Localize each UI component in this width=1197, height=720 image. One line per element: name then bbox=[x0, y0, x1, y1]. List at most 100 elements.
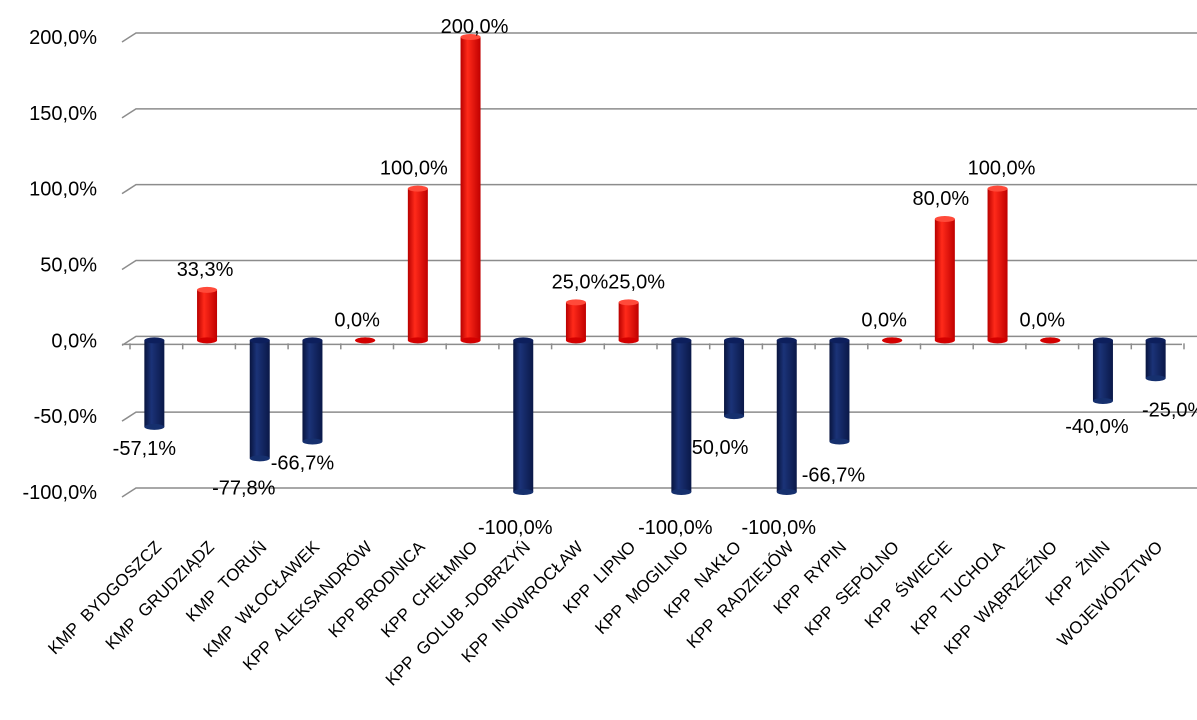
data-label: 50,0% bbox=[692, 437, 749, 459]
gridline bbox=[121, 108, 1197, 119]
bar-cap bbox=[987, 185, 1008, 192]
data-label: -40,0% bbox=[1065, 416, 1129, 438]
gridline bbox=[121, 183, 1197, 195]
bar-body bbox=[724, 340, 745, 417]
bar-body bbox=[513, 340, 534, 492]
y-tick-label: 50,0% bbox=[40, 255, 97, 277]
data-label: -25,0% bbox=[1142, 399, 1197, 421]
x-tick-label: KPP BRODNICA bbox=[325, 537, 430, 642]
bar-base bbox=[618, 337, 639, 344]
y-tick-label: 150,0% bbox=[29, 103, 97, 125]
bar-body bbox=[934, 219, 955, 341]
data-label: -100,0% bbox=[638, 517, 713, 539]
bar bbox=[249, 337, 270, 462]
data-label: -100,0% bbox=[742, 517, 817, 539]
data-label: 33,3% bbox=[177, 259, 234, 281]
bar-body bbox=[829, 340, 850, 442]
bar-base bbox=[144, 337, 165, 344]
bar-base bbox=[407, 337, 428, 344]
bar bbox=[407, 185, 428, 344]
y-tick-label: 200,0% bbox=[29, 27, 97, 49]
bar-base bbox=[671, 337, 692, 344]
bar bbox=[355, 337, 376, 344]
bar-cap bbox=[302, 438, 323, 445]
data-label: 0,0% bbox=[334, 309, 380, 331]
bar-cap bbox=[144, 423, 165, 430]
bars bbox=[144, 34, 1166, 495]
bar-cap bbox=[1092, 398, 1113, 404]
y-tick-label: 100,0% bbox=[29, 179, 97, 201]
bar-body bbox=[987, 188, 1008, 341]
bar-body bbox=[671, 340, 692, 492]
bar-cap bbox=[671, 489, 692, 495]
bar bbox=[829, 337, 850, 445]
bar bbox=[565, 299, 586, 344]
bar-cap bbox=[724, 413, 745, 420]
gridline bbox=[121, 487, 1197, 498]
bar-base bbox=[355, 337, 376, 344]
data-label: -66,7% bbox=[802, 464, 866, 486]
bar-cap bbox=[618, 299, 639, 306]
x-tick-label: KPP CHEŁMNO bbox=[377, 537, 481, 641]
bar-base bbox=[1092, 337, 1113, 344]
bar-body bbox=[776, 340, 797, 492]
data-label: 100,0% bbox=[968, 158, 1036, 180]
data-label: 0,0% bbox=[1019, 309, 1065, 331]
y-tick-label: -100,0% bbox=[23, 482, 98, 504]
bar bbox=[1092, 337, 1113, 404]
gridline bbox=[121, 32, 1197, 43]
data-label: 100,0% bbox=[380, 158, 448, 180]
data-label: 80,0% bbox=[912, 188, 969, 210]
gridline bbox=[121, 259, 1197, 271]
bar bbox=[197, 286, 218, 344]
bar-body bbox=[249, 340, 270, 459]
bar-base bbox=[565, 337, 586, 344]
bar bbox=[1040, 337, 1061, 344]
bar-base bbox=[1145, 337, 1166, 344]
bar-cap bbox=[197, 286, 218, 293]
bar-base bbox=[513, 337, 534, 344]
data-label: -77,8% bbox=[212, 477, 276, 499]
x-tick-label: KPP SĘPÓLNO bbox=[801, 537, 903, 639]
bar-base bbox=[724, 337, 745, 344]
bar-cap bbox=[513, 489, 534, 495]
bar-body bbox=[407, 188, 428, 341]
bar bbox=[776, 337, 797, 495]
bar-base bbox=[829, 337, 850, 344]
bar-base bbox=[934, 337, 955, 344]
bar-cap bbox=[934, 216, 955, 222]
bar-cap bbox=[565, 299, 586, 306]
bar-base bbox=[1040, 337, 1061, 344]
bar-body bbox=[1092, 340, 1113, 401]
data-label: 25,0% bbox=[608, 271, 665, 293]
gridline bbox=[121, 335, 1197, 346]
bar bbox=[1145, 337, 1166, 382]
bar-body bbox=[1145, 340, 1166, 379]
bar-body bbox=[460, 37, 481, 341]
gridline bbox=[121, 411, 1197, 422]
bar bbox=[934, 216, 955, 344]
bar-base bbox=[987, 337, 1008, 344]
bar-body bbox=[144, 340, 165, 427]
x-tick-label: KPP MOGILNO bbox=[591, 537, 692, 638]
y-axis-ticks: 200,0% 150,0% 100,0% 50,0% 0,0% -50,0% -100,0% bbox=[23, 27, 98, 504]
data-label: -57,1% bbox=[113, 438, 177, 460]
data-label: -66,7% bbox=[271, 452, 335, 474]
data-label: 25,0% bbox=[552, 271, 609, 293]
x-tick-label: KPP TUCHOLA bbox=[907, 537, 1009, 639]
bar-body bbox=[302, 340, 323, 442]
bar bbox=[144, 337, 165, 430]
bar-body bbox=[197, 289, 218, 341]
bar-cap bbox=[407, 185, 428, 192]
bar-cap bbox=[460, 34, 481, 40]
bar-base bbox=[776, 337, 797, 344]
data-label: 200,0% bbox=[441, 16, 509, 38]
bar-body bbox=[565, 302, 586, 341]
data-labels: -57,1% 33,3% -77,8% -66,7% 0,0% 100,0% 200,0% -… bbox=[113, 16, 1197, 539]
y-tick-label: -50,0% bbox=[34, 406, 98, 428]
data-label: 0,0% bbox=[861, 309, 907, 331]
bar bbox=[513, 337, 534, 495]
data-label: -100,0% bbox=[478, 517, 553, 539]
